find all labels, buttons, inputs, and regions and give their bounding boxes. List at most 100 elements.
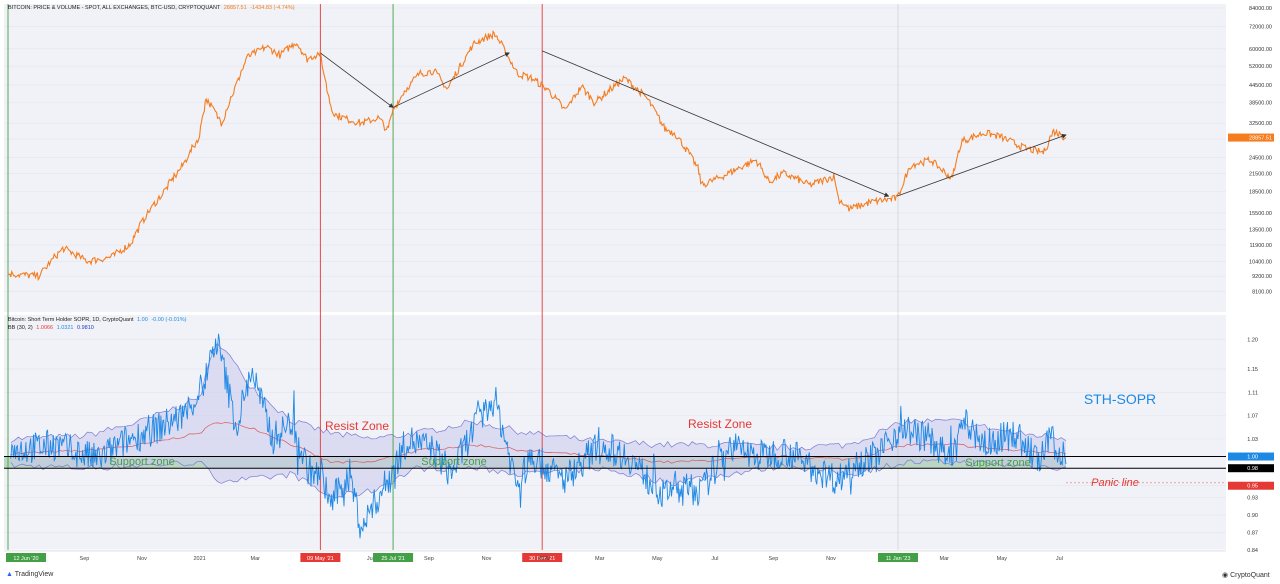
support-zone-label: Support zone: [109, 456, 174, 468]
tradingview-label: TradingView: [14, 571, 54, 578]
x-tick-label: May: [652, 556, 663, 562]
sopr-series: [10, 333, 1067, 539]
cryptoquant-icon: ◉: [1222, 572, 1229, 579]
sopr-tick-badge: [1228, 464, 1274, 473]
annotations: STH-SOPR Resist Zone Resist Zone Support zo…: [109, 391, 1156, 489]
support-zone-label: Support zone: [421, 456, 486, 468]
price-legend-label: BITCOIN: PRICE & VOLUME - SPOT, ALL EXCH…: [8, 5, 221, 11]
bb-basis-line: [10, 422, 1067, 464]
x-tick-label: May: [997, 556, 1008, 562]
bb-lower-line: [10, 458, 1067, 499]
trend-arrow: [542, 50, 890, 197]
price-y-tick-label: 21500.00: [1249, 171, 1272, 177]
price-y-tick-label: 32500.00: [1249, 121, 1272, 127]
price-y-tick-label: 18500.00: [1249, 190, 1272, 196]
x-tick-badge: [6, 553, 46, 562]
resist-zone-label: Resist Zone: [325, 419, 389, 433]
x-tick-label: Jul: [1056, 556, 1063, 562]
x-tick-badge: [373, 553, 414, 562]
x-tick-badge: [300, 553, 341, 562]
sopr-line: [10, 333, 1067, 539]
sopr-y-tick-label: 1.11: [1248, 390, 1258, 396]
sopr-y-tick-label: 0.95: [1247, 484, 1258, 490]
price-last-badge: [1228, 133, 1274, 142]
sopr-y-tick-label: 1.07: [1247, 414, 1258, 420]
bb-legend-v2: 1.0321: [56, 325, 74, 331]
x-tick-label: Sep: [424, 556, 434, 562]
price-y-tick-label: 52000.00: [1249, 64, 1272, 70]
sopr-y-tick-label: 0.90: [1247, 513, 1258, 519]
x-tick-label: Sep: [80, 556, 90, 562]
cryptoquant-logo[interactable]: ◉ CryptoQuant: [1222, 571, 1270, 579]
price-y-tick-label: 72000.00: [1249, 25, 1272, 31]
price-legend-change: -1434.83 (-4.74%): [250, 5, 295, 11]
price-series: [7, 30, 1067, 282]
price-y-tick-label: 24500.00: [1249, 155, 1272, 161]
support-zone-label: Support zone: [965, 457, 1030, 469]
price-y-tick-label: 13500.00: [1249, 228, 1272, 234]
sopr-y-tick-label: 1.15: [1247, 367, 1258, 373]
x-tick-label: Mar: [595, 556, 605, 562]
x-tick-label: 30 Dec '21: [529, 556, 555, 562]
price-y-tick-label: 8100.00: [1252, 290, 1272, 296]
x-tick-label: Jul: [367, 556, 374, 562]
bb-legend-v1: 1.0066: [36, 325, 54, 331]
x-tick-badge: [878, 553, 919, 562]
sth-sopr-label: STH-SOPR: [1084, 391, 1156, 407]
sopr-y-tick-label: 1.03: [1247, 437, 1258, 443]
price-y-tick-label: 15500.00: [1249, 211, 1272, 217]
bollinger-bands: [10, 342, 1067, 499]
tradingview-icon: ▲: [6, 571, 13, 578]
price-y-tick-label: 9200.00: [1252, 274, 1272, 280]
x-tick-label: Mar: [251, 556, 261, 562]
sopr-legend-change: -0.00 (-0.01%): [151, 317, 187, 323]
x-axis: 12 Jun '20 Sep Nov 2021 Mar 09 May '21 Jul 25 J…: [4, 550, 1226, 562]
bb-legend-label: BB (30, 2): [8, 325, 33, 331]
x-tick-label: 2021: [193, 556, 205, 562]
sopr-tick-badge: [1228, 481, 1274, 490]
sopr-y-tick-label: 0.87: [1247, 530, 1258, 536]
price-last-label: 28857.51: [1249, 136, 1272, 142]
x-tick-label: Nov: [482, 556, 492, 562]
bb-fill: [10, 343, 1066, 498]
x-tick-label: Jul: [711, 556, 718, 562]
price-y-tick-label: 60000.00: [1249, 47, 1272, 53]
tradingview-logo[interactable]: ▲ TradingView: [6, 571, 53, 578]
sopr-tick-badge: [1228, 452, 1274, 461]
bb-legend-v3: 0.9810: [77, 325, 94, 331]
price-y-tick-label: 10400.00: [1249, 259, 1272, 265]
price-legend-last: 28857.51: [223, 5, 247, 11]
price-y-tick-label: 38500.00: [1249, 101, 1272, 107]
trend-arrow: [392, 52, 510, 108]
x-tick-label: 25 Jul '21: [381, 556, 404, 562]
cryptoquant-label: CryptoQuant: [1230, 572, 1270, 579]
bb-upper-line: [10, 342, 1067, 451]
sopr-legend-value: 1.00: [137, 317, 148, 323]
x-tick-badge: [522, 553, 563, 562]
price-y-tick-label: 11900.00: [1249, 243, 1272, 249]
x-tick-label: 2022: [538, 556, 550, 562]
bb-legend: BB (30, 2) 1.0066 1.0321 0.9810: [6, 325, 94, 331]
panic-line-label: Panic line: [1091, 477, 1139, 489]
price-line: [7, 30, 1067, 282]
trend-arrows: [320, 50, 1067, 197]
x-tick-label: 11 Jan '23: [886, 556, 911, 562]
resist-zone-label: Resist Zone: [688, 417, 752, 431]
sopr-y-tick-label: 1.00: [1247, 455, 1258, 461]
reference-lines: [4, 456, 1226, 484]
sopr-y-tick-label: 0.84: [1247, 548, 1258, 554]
y-axes: 84000.00 72000.00 60000.00 52000.00 44500.00…: [1228, 6, 1274, 554]
price-pane: [4, 4, 1226, 312]
x-tick-label: 09 May '21: [307, 556, 334, 562]
sopr-legend-label: Bitcoin: Short Term Holder SOPR, 1D, Cry…: [8, 317, 134, 323]
x-tick-label: Nov: [826, 556, 836, 562]
sopr-y-tick-label: 0.93: [1247, 495, 1258, 501]
sopr-legend: Bitcoin: Short Term Holder SOPR, 1D, Cry…: [6, 317, 186, 323]
trend-arrow: [896, 134, 1067, 197]
price-y-tick-label: 84000.00: [1249, 6, 1272, 12]
x-tick-label: Nov: [137, 556, 147, 562]
x-tick-label: Sep: [769, 556, 779, 562]
price-y-tick-label: 44500.00: [1249, 83, 1272, 89]
